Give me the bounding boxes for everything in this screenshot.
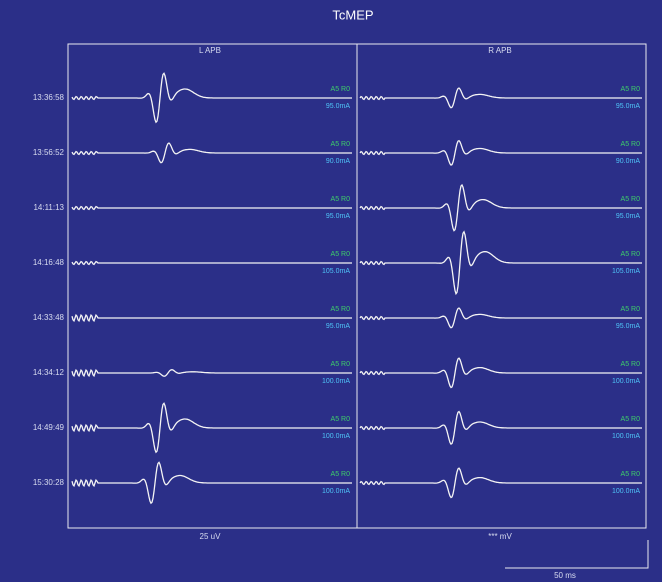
stim-site: A5 R0 [331, 141, 351, 148]
stim-intensity: 100.0mA [612, 433, 640, 440]
stim-site: A5 R0 [621, 141, 641, 148]
waveform [359, 357, 642, 389]
stim-intensity: 105.0mA [322, 268, 350, 275]
waveform [71, 368, 352, 378]
waveform [359, 307, 642, 329]
stim-intensity: 90.0mA [616, 158, 640, 165]
waveform [359, 139, 642, 166]
stim-intensity: 95.0mA [616, 103, 640, 110]
stim-intensity: 95.0mA [326, 103, 350, 110]
stim-site: A5 R0 [621, 306, 641, 313]
waveform [359, 87, 642, 109]
stim-site: A5 R0 [331, 361, 351, 368]
stim-intensity: 95.0mA [326, 323, 350, 330]
stim-site: A5 R0 [621, 86, 641, 93]
waveform [359, 410, 642, 445]
waveform [71, 402, 352, 454]
timestamp: 14:16:48 [33, 258, 65, 267]
stim-site: A5 R0 [621, 471, 641, 478]
stim-site: A5 R0 [621, 361, 641, 368]
timestamp: 13:56:52 [33, 148, 65, 157]
stim-site: A5 R0 [621, 196, 641, 203]
waveform [71, 205, 352, 211]
stim-site: A5 R0 [331, 306, 351, 313]
timestamp: 15:30:28 [33, 478, 65, 487]
stim-intensity: 95.0mA [616, 323, 640, 330]
stim-intensity: 95.0mA [616, 213, 640, 220]
stim-site: A5 R0 [331, 251, 351, 258]
waveform [71, 260, 352, 266]
stim-intensity: 100.0mA [322, 378, 350, 385]
scale-bar [505, 540, 649, 569]
stim-site: A5 R0 [621, 251, 641, 258]
stim-site: A5 R0 [331, 86, 351, 93]
stim-intensity: 105.0mA [612, 268, 640, 275]
timestamp: 14:34:12 [33, 368, 65, 377]
stim-site: A5 R0 [331, 471, 351, 478]
waveform [71, 72, 352, 124]
stim-site: A5 R0 [331, 416, 351, 423]
waveform [71, 313, 352, 323]
stim-intensity: 100.0mA [612, 488, 640, 495]
column-scale: 25 uV [200, 532, 222, 541]
waveform [71, 142, 352, 164]
time-scale: 50 ms [554, 571, 576, 580]
column-label: L APB [199, 46, 221, 55]
timestamp: 14:11:13 [33, 203, 64, 212]
waveform [359, 230, 642, 296]
column-scale: *** mV [488, 532, 512, 541]
waveform [359, 467, 642, 499]
column-label: R APB [488, 46, 512, 55]
stim-intensity: 95.0mA [326, 213, 350, 220]
title: TcMEP [332, 7, 373, 22]
stim-intensity: 100.0mA [612, 378, 640, 385]
stim-intensity: 100.0mA [322, 433, 350, 440]
timestamp: 13:36:58 [33, 93, 65, 102]
timestamp: 14:49:49 [33, 423, 65, 432]
timestamp: 14:33:48 [33, 313, 65, 322]
stim-intensity: 100.0mA [322, 488, 350, 495]
waveform [359, 183, 642, 232]
stim-site: A5 R0 [331, 196, 351, 203]
stim-intensity: 90.0mA [326, 158, 350, 165]
waveform [71, 461, 352, 505]
stim-site: A5 R0 [621, 416, 641, 423]
